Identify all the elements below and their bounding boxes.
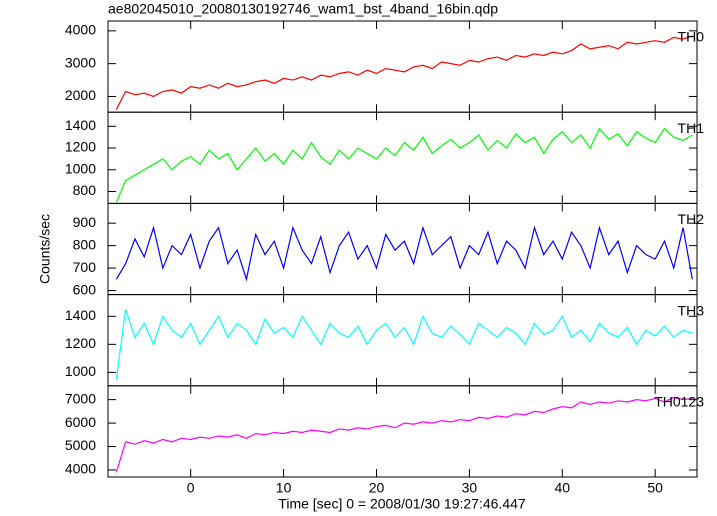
y-tick-label: 6000 (65, 414, 96, 430)
series-line (115, 127, 693, 203)
panel-frame (107, 294, 698, 387)
y-tick-label: 7000 (65, 390, 96, 406)
y-axis-label: Counts/sec (37, 214, 53, 284)
series-label: TH2 (678, 211, 705, 227)
y-tick-label: 4000 (65, 22, 96, 38)
y-tick-label: 1400 (65, 307, 96, 323)
series-line (115, 225, 693, 282)
x-tick-label: 40 (555, 480, 571, 496)
series-line (115, 309, 693, 380)
series-label: TH1 (678, 120, 705, 136)
x-tick-label: 0 (187, 480, 195, 496)
x-tick-label: 10 (276, 480, 292, 496)
y-tick-label: 1200 (65, 335, 96, 351)
y-tick-label: 900 (73, 214, 97, 230)
y-tick-label: 800 (73, 182, 97, 198)
x-tick-label: 50 (647, 480, 663, 496)
series-label: TH0123 (654, 394, 704, 410)
y-tick-label: 5000 (65, 437, 96, 453)
panel-frame (107, 111, 698, 204)
y-tick-label: 600 (73, 281, 97, 297)
series-line (115, 396, 693, 473)
y-tick-label: 700 (73, 259, 97, 275)
x-axis-label: Time [sec] 0 = 2008/01/30 19:27:46.447 (278, 496, 526, 512)
y-tick-label: 1200 (65, 139, 96, 155)
y-tick-label: 800 (73, 236, 97, 252)
y-tick-label: 3000 (65, 54, 96, 70)
panel-frame (107, 20, 698, 113)
y-tick-label: 1400 (65, 117, 96, 133)
panel-frame (107, 202, 698, 296)
y-tick-label: 1000 (65, 160, 96, 176)
y-tick-label: 2000 (65, 87, 96, 103)
x-tick-label: 30 (462, 480, 478, 496)
panel-frame (107, 385, 698, 478)
series-label: TH0 (678, 29, 705, 45)
y-tick-label: 1000 (65, 363, 96, 379)
series-line (115, 35, 693, 110)
series-label: TH3 (678, 302, 705, 318)
y-tick-label: 4000 (65, 461, 96, 477)
x-tick-label: 20 (369, 480, 385, 496)
chart-title: ae802045010_20080130192746_wam1_bst_4ban… (108, 1, 498, 17)
